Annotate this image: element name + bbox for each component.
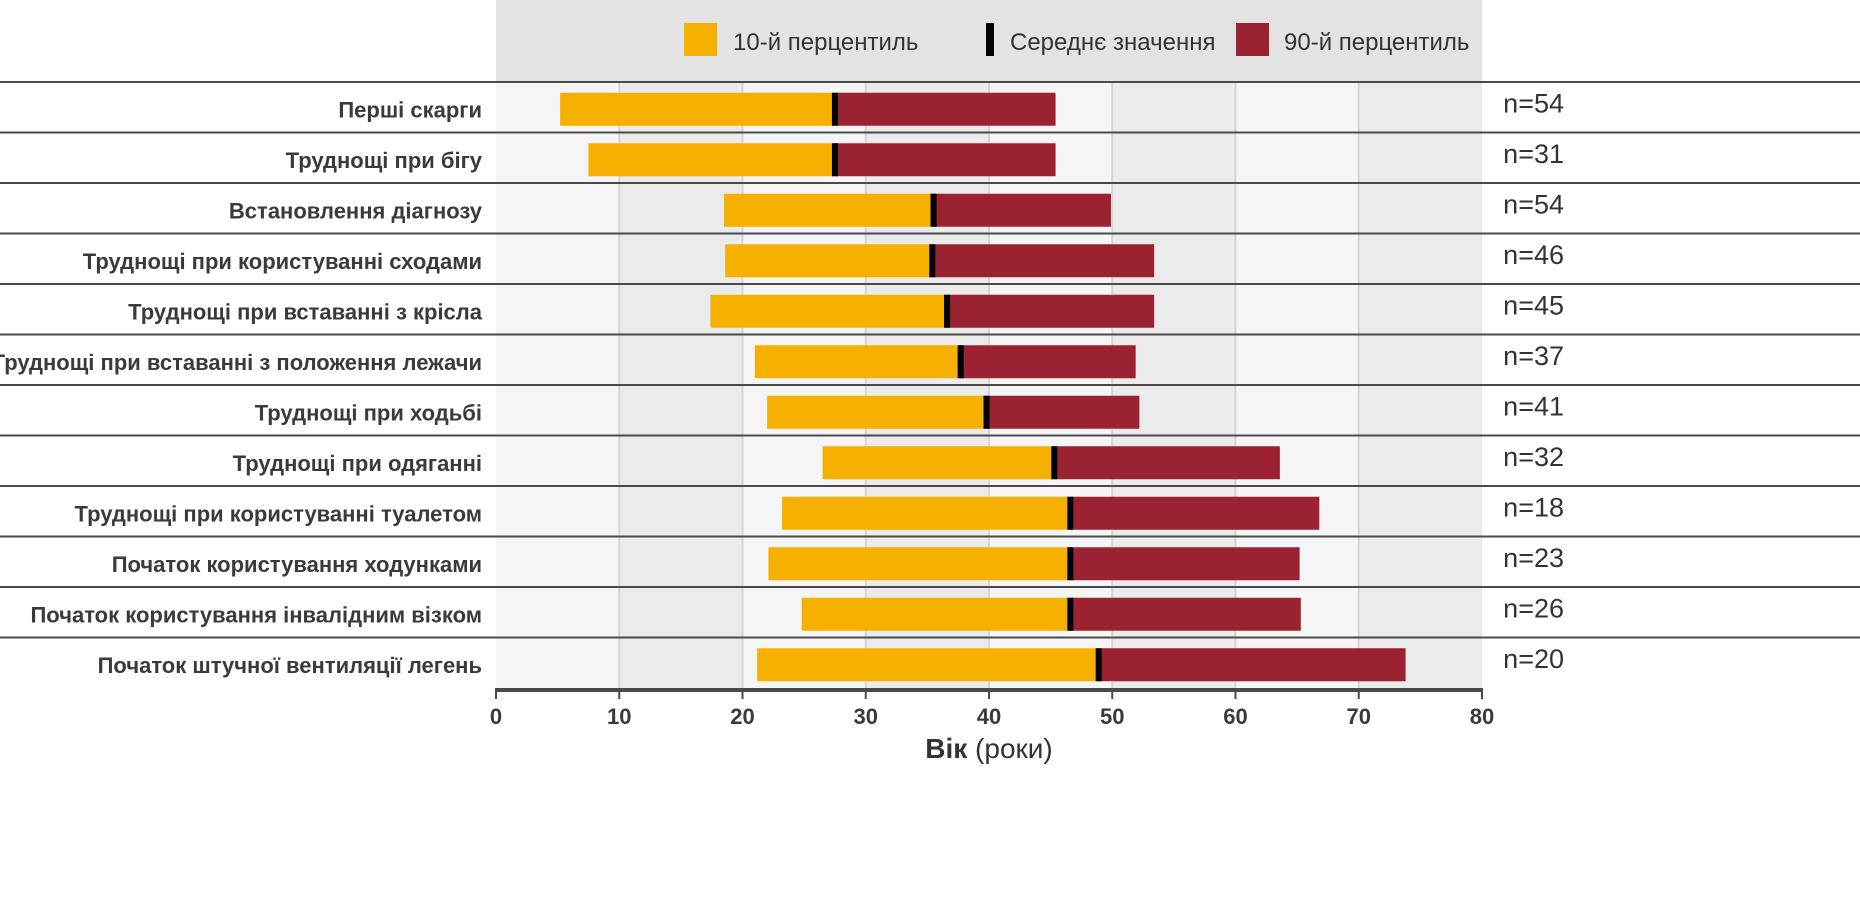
n-label: n=46: [1503, 240, 1564, 270]
x-tick-label: 50: [1100, 704, 1124, 729]
n-label: n=18: [1503, 492, 1564, 522]
n-label: n=54: [1503, 189, 1564, 219]
mean-marker: [1051, 446, 1058, 480]
bar-p90: [932, 244, 1155, 278]
bar-p90: [1070, 597, 1301, 631]
legend-label-mean: Середнє значення: [1010, 29, 1215, 56]
bar-p10: [710, 294, 948, 328]
mean-marker: [944, 294, 951, 328]
bars: [560, 92, 1406, 682]
bar-p90: [834, 92, 1056, 126]
x-tick-label: 70: [1347, 704, 1371, 729]
category-label: Труднощі при вставанні з положення лежач…: [0, 350, 482, 375]
legend-swatch-p10: [684, 23, 717, 56]
x-axis: 0 10 20 30 40 50 60 70 80: [490, 688, 1494, 729]
bar-p10: [724, 193, 934, 227]
category-label: Початок користування ходунками: [112, 552, 482, 577]
bar-p10: [767, 395, 987, 429]
x-tick-label: 80: [1470, 704, 1494, 729]
bar-p10: [768, 547, 1071, 581]
mean-marker: [929, 244, 936, 278]
category-label: Труднощі при ходьбі: [255, 400, 482, 425]
category-labels: Перші скарги Труднощі при бігу Встановленн…: [0, 97, 483, 678]
bar-p90: [986, 395, 1140, 429]
n-label: n=31: [1503, 139, 1564, 169]
n-label: n=23: [1503, 543, 1564, 573]
bar-p90: [960, 345, 1136, 379]
category-label: Труднощі при одяганні: [233, 451, 482, 476]
bar-p90: [1070, 496, 1320, 530]
mean-marker: [1095, 648, 1102, 682]
bar-p90: [1098, 648, 1406, 682]
x-axis-title: Вік (роки): [925, 733, 1052, 764]
bar-p90: [933, 193, 1112, 227]
bar-p90: [1054, 446, 1280, 480]
bar-p10: [822, 446, 1055, 480]
category-label: Початок штучної вентиляції легень: [98, 653, 482, 678]
x-tick-label: 30: [854, 704, 878, 729]
n-labels: n=54 n=31 n=54 n=46 n=45 n=37 n=41 n=32 n=18 n=23…: [1503, 88, 1564, 674]
x-axis-title-bold: Вік: [925, 733, 968, 764]
legend-swatch-p90: [1236, 23, 1269, 56]
bar-p10: [560, 92, 835, 126]
category-label: Труднощі при користуванні сходами: [83, 249, 482, 274]
x-tick-label: 10: [607, 704, 631, 729]
n-label: n=32: [1503, 442, 1564, 472]
mean-marker: [1067, 496, 1074, 530]
legend-label-p90: 90-й перцентиль: [1284, 29, 1469, 56]
n-label: n=54: [1503, 88, 1564, 118]
category-label: Початок користування інвалідним візком: [30, 602, 482, 627]
row-separators: [0, 81, 1860, 639]
bar-p90: [1070, 547, 1300, 581]
x-tick-label: 40: [977, 704, 1001, 729]
bar-p10: [757, 648, 1099, 682]
category-label: Труднощі при бігу: [286, 148, 483, 173]
mean-marker: [930, 193, 937, 227]
legend: 10-й перцентиль Середнє значення 90-й пе…: [496, 0, 1482, 82]
legend-swatch-mean: [986, 23, 994, 56]
category-label: Перші скарги: [338, 97, 482, 122]
x-tick-label: 60: [1223, 704, 1247, 729]
bar-p10: [754, 345, 961, 379]
x-tick-label: 20: [730, 704, 754, 729]
category-label: Встановлення діагнозу: [229, 198, 483, 223]
mean-marker: [1067, 597, 1074, 631]
x-axis-title-unit: (роки): [967, 733, 1052, 764]
bar-p90: [947, 294, 1155, 328]
mean-marker: [831, 92, 838, 126]
bar-p10: [781, 496, 1071, 530]
n-label: n=20: [1503, 644, 1564, 674]
legend-label-p10: 10-й перцентиль: [733, 29, 918, 56]
mean-marker: [957, 345, 964, 379]
mean-marker: [831, 143, 838, 177]
mean-marker: [1067, 547, 1074, 581]
category-label: Труднощі при вставанні з крісла: [128, 299, 483, 324]
n-label: n=45: [1503, 290, 1564, 320]
n-label: n=26: [1503, 593, 1564, 623]
mean-marker: [983, 395, 990, 429]
n-label: n=41: [1503, 391, 1564, 421]
category-label: Труднощі при користуванні туалетом: [74, 501, 482, 526]
x-tick-label: 0: [490, 704, 502, 729]
bar-p90: [834, 143, 1056, 177]
n-label: n=37: [1503, 341, 1564, 371]
bar-p10: [588, 143, 835, 177]
bar-p10: [801, 597, 1071, 631]
bar-p10: [725, 244, 933, 278]
